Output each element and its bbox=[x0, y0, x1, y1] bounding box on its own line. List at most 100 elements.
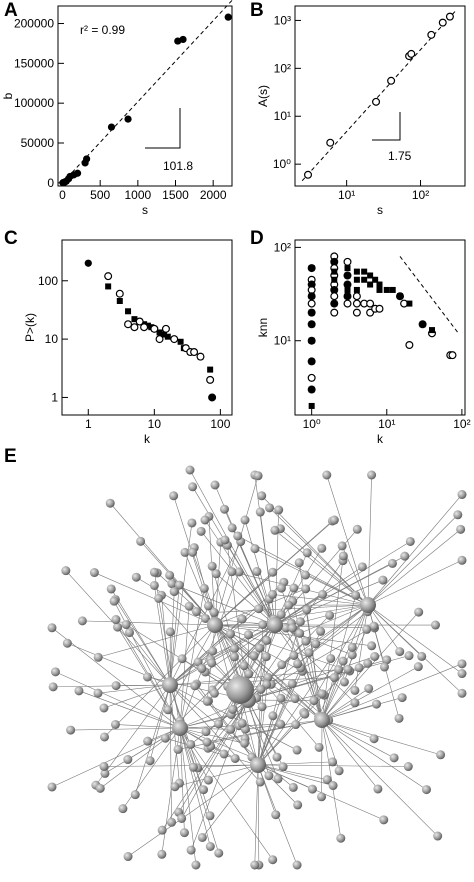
node bbox=[271, 810, 280, 819]
point bbox=[309, 387, 315, 393]
node bbox=[458, 659, 467, 668]
node bbox=[262, 636, 271, 645]
node bbox=[350, 698, 359, 707]
node bbox=[288, 679, 297, 688]
node bbox=[279, 762, 288, 771]
y-axis-label: P>(k) bbox=[23, 313, 37, 342]
point bbox=[388, 77, 395, 84]
node bbox=[162, 677, 178, 693]
edge bbox=[170, 685, 172, 822]
node bbox=[395, 714, 404, 723]
node bbox=[125, 628, 134, 637]
y-tick-label: 10² bbox=[274, 61, 291, 75]
node bbox=[208, 562, 217, 571]
node bbox=[367, 471, 376, 480]
edge bbox=[71, 728, 180, 730]
point bbox=[74, 170, 81, 177]
point bbox=[85, 260, 92, 267]
edge bbox=[322, 720, 426, 790]
y-tick-label: 10³ bbox=[274, 13, 291, 27]
node bbox=[208, 647, 217, 656]
node bbox=[254, 471, 263, 480]
edge bbox=[53, 685, 170, 687]
node bbox=[188, 548, 197, 557]
node bbox=[317, 544, 326, 553]
y-tick-label: 50000 bbox=[21, 136, 55, 150]
point bbox=[406, 342, 413, 349]
node bbox=[458, 490, 467, 499]
point bbox=[376, 287, 382, 293]
node bbox=[226, 676, 254, 704]
edge bbox=[52, 728, 180, 787]
x-tick-label: 10² bbox=[412, 188, 429, 202]
y-tick-label: 100 bbox=[38, 274, 58, 288]
edge bbox=[115, 599, 170, 685]
point bbox=[309, 321, 315, 327]
node bbox=[201, 516, 210, 525]
node bbox=[240, 739, 249, 748]
point bbox=[178, 339, 184, 345]
point bbox=[151, 325, 158, 332]
node bbox=[303, 548, 312, 557]
point bbox=[420, 321, 426, 327]
edge bbox=[128, 728, 180, 760]
slope-triangle bbox=[145, 108, 180, 148]
node bbox=[339, 657, 348, 666]
point bbox=[331, 269, 337, 275]
node bbox=[296, 617, 305, 626]
node bbox=[226, 725, 235, 734]
point bbox=[331, 259, 337, 265]
x-tick-label: 1 bbox=[85, 417, 92, 431]
node bbox=[309, 696, 318, 705]
node bbox=[265, 503, 274, 512]
node bbox=[378, 576, 387, 585]
point bbox=[105, 283, 111, 289]
node bbox=[289, 783, 298, 792]
node bbox=[350, 686, 359, 695]
node bbox=[322, 471, 331, 480]
node bbox=[132, 573, 141, 582]
y-tick-label: 10¹ bbox=[274, 109, 291, 123]
node bbox=[330, 673, 339, 682]
node bbox=[78, 616, 87, 625]
node bbox=[274, 774, 283, 783]
x-tick-label: 10⁰ bbox=[303, 417, 321, 431]
y-axis-label: b bbox=[1, 92, 15, 99]
node bbox=[293, 861, 302, 870]
node bbox=[264, 771, 273, 780]
point bbox=[331, 277, 337, 283]
point bbox=[197, 353, 204, 360]
x-axis-label: k bbox=[377, 432, 384, 446]
node bbox=[123, 755, 132, 764]
node bbox=[100, 762, 109, 771]
node bbox=[256, 508, 265, 517]
point bbox=[353, 293, 360, 300]
point bbox=[345, 282, 351, 288]
node bbox=[268, 590, 277, 599]
node bbox=[185, 602, 194, 611]
node bbox=[315, 743, 324, 752]
point bbox=[309, 282, 315, 288]
node bbox=[238, 719, 247, 728]
node bbox=[395, 647, 404, 656]
node bbox=[61, 566, 70, 575]
node bbox=[338, 541, 347, 550]
node bbox=[177, 814, 186, 823]
node bbox=[301, 637, 310, 646]
node bbox=[293, 659, 302, 668]
y-tick-label: 10 bbox=[45, 332, 59, 346]
node bbox=[293, 800, 302, 809]
fit-line bbox=[400, 256, 458, 333]
node bbox=[274, 505, 283, 514]
node bbox=[363, 659, 372, 668]
node bbox=[334, 665, 343, 674]
x-tick-label: 10¹ bbox=[338, 188, 355, 202]
point bbox=[428, 31, 435, 38]
node bbox=[113, 623, 122, 632]
node bbox=[302, 605, 311, 614]
y-tick-label: 10² bbox=[274, 240, 291, 254]
node bbox=[284, 601, 293, 610]
node bbox=[252, 567, 261, 576]
point bbox=[354, 269, 360, 275]
